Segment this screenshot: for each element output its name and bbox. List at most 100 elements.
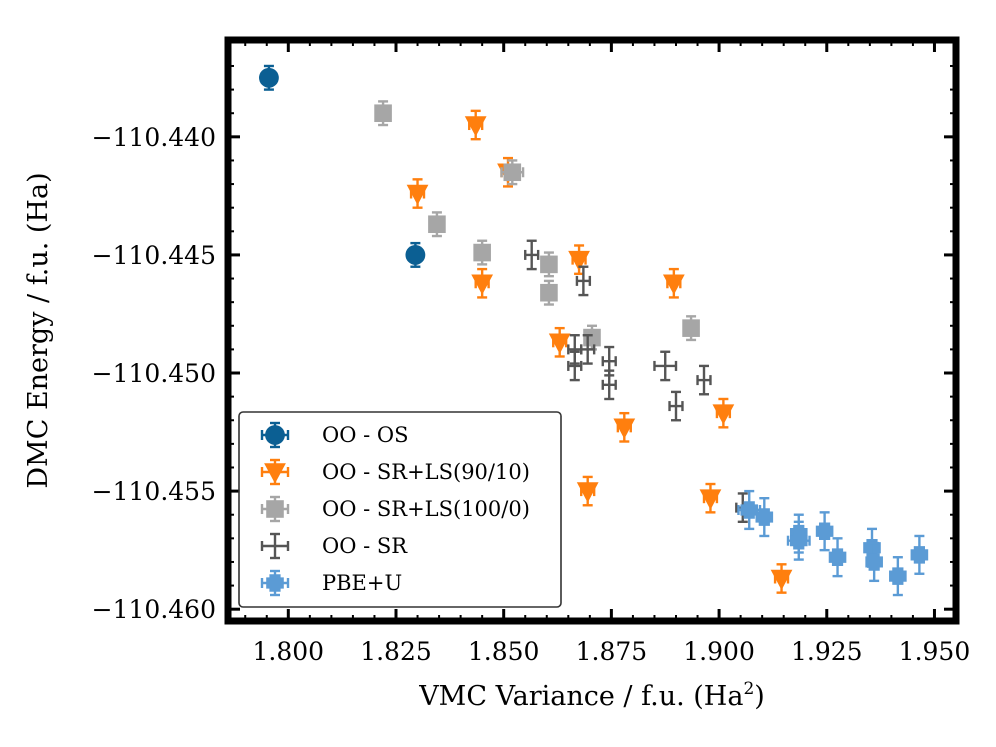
data-point	[500, 159, 525, 186]
data-point	[374, 100, 392, 127]
marker-triangle-down	[613, 418, 636, 439]
data-point	[473, 239, 491, 266]
data-point	[613, 411, 636, 443]
x-tick-label: 1.825	[360, 637, 432, 666]
data-point	[815, 511, 834, 552]
data-point	[889, 556, 907, 597]
x-tick-label: 1.850	[468, 637, 540, 666]
marker-circle	[259, 67, 279, 88]
y-tick-label: −110.450	[92, 359, 216, 388]
marker-plus	[740, 501, 759, 519]
legend-entry: OO - SR+LS(90/10)	[260, 458, 530, 486]
marker-plus	[889, 567, 907, 585]
data-point	[786, 520, 811, 561]
data-point	[568, 244, 590, 276]
marker-plus	[828, 548, 847, 567]
data-point	[755, 496, 774, 538]
marker-triangle-down	[712, 404, 735, 425]
data-point	[471, 267, 494, 299]
marker-square	[428, 215, 446, 234]
x-tick-label: 1.875	[576, 637, 648, 666]
data-point	[428, 211, 446, 238]
legend: OO - OS OO - SR+LS(90/10) OO - SR+LS(100/0…	[238, 411, 562, 608]
data-point	[699, 482, 722, 514]
y-tick-label: −110.460	[92, 595, 216, 624]
axes: 1.800 1.825 1.850 1.875 1.900 1.925 1.950 −110.…	[92, 36, 971, 666]
legend-label: OO - SR	[322, 534, 408, 558]
data-point	[567, 350, 583, 382]
legend-entry: OO - OS	[260, 421, 408, 449]
x-axis-label-end: )	[754, 681, 765, 712]
x-tick-label: 1.925	[791, 637, 863, 666]
data-point	[696, 364, 712, 396]
marker-plus	[815, 522, 834, 541]
y-tick-label: −110.440	[92, 123, 216, 152]
legend-entry: PBE+U	[260, 569, 402, 597]
data-point	[576, 475, 599, 507]
data-point	[662, 267, 685, 299]
data-point	[601, 369, 617, 401]
marker-triangle-down	[770, 569, 793, 591]
legend-label: OO - SR+LS(100/0)	[322, 497, 530, 521]
marker-square	[503, 163, 522, 182]
data-point	[259, 64, 279, 91]
data-point	[737, 489, 762, 531]
x-axis-label-main: VMC Variance / f.u. (Ha	[418, 681, 743, 712]
data-point	[524, 239, 540, 271]
data-point	[548, 326, 571, 358]
marker-triangle-down	[662, 274, 685, 295]
marker-triangle-down	[406, 184, 429, 206]
data-point	[910, 534, 929, 575]
marker-plus	[865, 553, 883, 571]
marker-triangle-down	[568, 250, 590, 272]
data-point	[712, 397, 735, 429]
series-0	[259, 64, 426, 268]
marker-triangle-down	[471, 274, 494, 295]
series-4	[737, 489, 929, 597]
data-point	[668, 390, 684, 422]
marker-circle	[405, 245, 426, 265]
legend-box	[238, 411, 562, 608]
data-point	[580, 334, 596, 365]
marker-square	[266, 500, 284, 518]
marker-square	[540, 255, 558, 274]
legend-entry: OO - SR	[260, 532, 408, 560]
marker-square	[374, 104, 392, 123]
marker-plus	[910, 546, 929, 564]
marker-triangle-down	[699, 489, 722, 510]
data-point	[682, 315, 700, 342]
data-point	[540, 279, 558, 306]
plot-marks	[259, 64, 929, 597]
legend-label: PBE+U	[322, 571, 402, 595]
data-point	[464, 109, 487, 141]
marker-plus	[266, 574, 284, 592]
data-point	[406, 178, 429, 209]
marker-square	[583, 328, 601, 347]
x-axis-label: VMC Variance / f.u. (Ha2)	[418, 679, 765, 712]
x-tick-label: 1.900	[683, 637, 755, 666]
data-point	[653, 350, 678, 382]
legend-label: OO - OS	[322, 423, 408, 447]
marker-square	[540, 283, 558, 302]
x-tick-label: 1.950	[899, 637, 971, 666]
data-point	[770, 563, 793, 594]
y-axis-label: DMC Energy / f.u. (Ha)	[23, 172, 54, 488]
y-tick-label: −110.455	[92, 477, 216, 506]
marker-triangle-down	[576, 482, 599, 503]
plot-frame	[224, 36, 960, 625]
x-tick-label: 1.800	[253, 637, 325, 666]
x-axis-label-superscript: 2	[743, 679, 754, 699]
marker-square	[682, 319, 700, 337]
legend-label: OO - SR+LS(90/10)	[322, 460, 530, 484]
data-point	[405, 241, 426, 268]
data-point	[575, 265, 592, 297]
marker-triangle-down	[548, 333, 571, 354]
marker-triangle-down	[464, 116, 487, 137]
y-tick-label: −110.445	[92, 241, 216, 270]
data-point	[540, 251, 558, 278]
marker-circle	[265, 425, 285, 445]
data-point	[828, 537, 847, 578]
marker-plus	[789, 531, 808, 550]
data-point	[865, 541, 883, 583]
